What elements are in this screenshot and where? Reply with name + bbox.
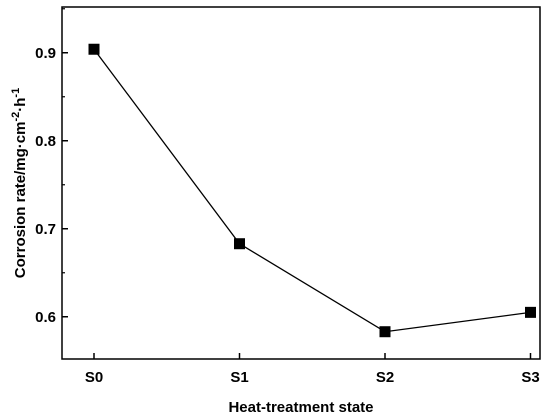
plot-frame xyxy=(61,6,541,360)
y-axis-title-mid: ·h xyxy=(12,98,29,112)
x-tick-label: S2 xyxy=(376,369,394,386)
x-tick-label: S1 xyxy=(230,369,248,386)
series-markers xyxy=(88,43,536,338)
y-tick-label: 0.6 xyxy=(35,309,56,326)
y-axis-title-sup2: -1 xyxy=(10,88,22,98)
series-line xyxy=(93,48,531,333)
data-point xyxy=(525,306,536,318)
y-axis-title: Corrosion rate/mg·cm-2·h-1 xyxy=(10,88,29,278)
x-axis-ticks: S0 S1 S2 S3 xyxy=(85,353,540,386)
data-point xyxy=(88,43,100,55)
x-axis-title: Heat-treatment state xyxy=(228,399,373,416)
y-tick-label: 0.9 xyxy=(35,45,56,62)
y-axis-title-base: Corrosion rate/mg·cm xyxy=(12,122,29,279)
data-point xyxy=(234,238,245,250)
x-tick-label: S3 xyxy=(521,369,539,386)
y-tick-label: 0.7 xyxy=(35,221,56,238)
y-tick-label: 0.8 xyxy=(35,133,56,150)
y-axis-ticks: 0.6 0.7 0.8 0.9 xyxy=(35,8,68,326)
data-point xyxy=(379,326,391,338)
x-tick-label: S0 xyxy=(85,369,103,386)
y-axis-title-sup1: -2 xyxy=(10,112,22,122)
